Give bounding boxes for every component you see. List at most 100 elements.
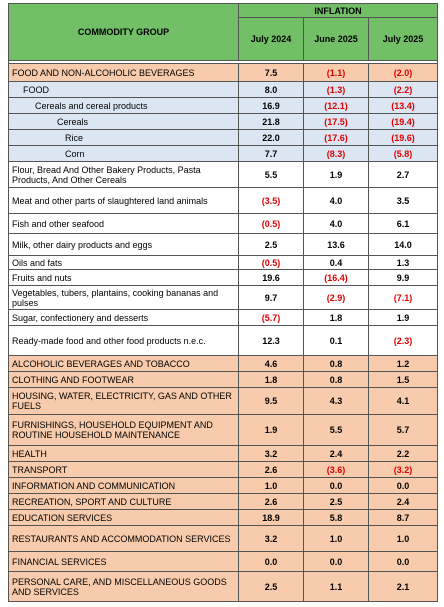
table-row: RESTAURANTS AND ACCOMMODATION SERVICES 3.… [8, 525, 438, 552]
inflation-value: (19.4) [368, 113, 438, 130]
table-row: Vegetables, tubers, plantains, cooking b… [8, 285, 438, 310]
inflation-table: COMMODITY GROUP INFLATION July 2024 June… [8, 3, 438, 602]
table-row: Cereals and cereal products 16.9 (12.1) (13… [8, 97, 438, 114]
inflation-value: 2.5 [238, 571, 304, 602]
inflation-value: 4.6 [238, 355, 304, 372]
header-col: June 2025 [303, 17, 369, 61]
inflation-value: (3.5) [238, 187, 304, 214]
header-col: July 2025 [368, 17, 438, 61]
commodity-label: PERSONAL CARE, AND MISCELLANEOUS GOODS A… [8, 571, 239, 602]
inflation-value: 1.0 [303, 525, 369, 552]
inflation-value: (17.5) [303, 113, 369, 130]
commodity-label: INFORMATION AND COMMUNICATION [8, 477, 239, 494]
inflation-value: 4.0 [303, 187, 369, 214]
inflation-value: (5.8) [368, 145, 438, 162]
inflation-value: 22.0 [238, 129, 304, 146]
inflation-value: 9.9 [368, 269, 438, 286]
inflation-value: 1.3 [368, 255, 438, 270]
inflation-value: (2.0) [368, 63, 438, 82]
commodity-label: TRANSPORT [8, 461, 239, 478]
inflation-value: 3.5 [368, 187, 438, 214]
table-row: EDUCATION SERVICES 18.9 5.8 8.7 [8, 509, 438, 526]
table-row: Milk, other dairy products and eggs 2.5 13… [8, 233, 438, 256]
inflation-value: 0.8 [303, 371, 369, 388]
table-row: Flour, Bread And Other Bakery Products, … [8, 161, 438, 188]
commodity-label: Ready-made food and other food products … [8, 325, 239, 356]
table-row: Fish and other seafood (0.5) 4.0 6.1 [8, 213, 438, 234]
inflation-value: (5.7) [238, 309, 304, 326]
commodity-label: FOOD AND NON-ALCOHOLIC BEVERAGES [8, 63, 239, 82]
commodity-label: Vegetables, tubers, plantains, cooking b… [8, 285, 239, 310]
inflation-value: 9.5 [238, 387, 304, 415]
inflation-value: 0.0 [368, 477, 438, 494]
inflation-value: 1.2 [368, 355, 438, 372]
table-row: HEALTH 3.2 2.4 2.2 [8, 445, 438, 462]
inflation-value: 2.5 [238, 233, 304, 256]
commodity-label: Fish and other seafood [8, 213, 239, 234]
inflation-value: (3.6) [303, 461, 369, 478]
inflation-value: 1.8 [238, 371, 304, 388]
inflation-value: (16.4) [303, 269, 369, 286]
commodity-label: RECREATION, SPORT AND CULTURE [8, 493, 239, 510]
inflation-value: 12.3 [238, 325, 304, 356]
table-row: PERSONAL CARE, AND MISCELLANEOUS GOODS A… [8, 571, 438, 602]
commodity-label: ALCOHOLIC BEVERAGES AND TOBACCO [8, 355, 239, 372]
inflation-value: (19.6) [368, 129, 438, 146]
inflation-value: 0.8 [303, 355, 369, 372]
header-commodity: COMMODITY GROUP [8, 3, 239, 61]
inflation-value: 0.0 [368, 551, 438, 572]
inflation-value: 1.0 [368, 525, 438, 552]
table-row: Rice 22.0 (17.6) (19.6) [8, 129, 438, 146]
commodity-label: Oils and fats [8, 255, 239, 270]
inflation-value: 8.0 [238, 81, 304, 98]
commodity-label: Sugar, confectionery and desserts [8, 309, 239, 326]
table-row: ALCOHOLIC BEVERAGES AND TOBACCO 4.6 0.8 1.2 [8, 355, 438, 372]
inflation-value: 21.8 [238, 113, 304, 130]
header-inflation: INFLATION [238, 3, 438, 18]
commodity-label: Corn [8, 145, 239, 162]
commodity-label: Cereals [8, 113, 239, 130]
inflation-value: 1.1 [303, 571, 369, 602]
table-row: CLOTHING AND FOOTWEAR 1.8 0.8 1.5 [8, 371, 438, 388]
inflation-value: (2.3) [368, 325, 438, 356]
inflation-value: 1.0 [238, 477, 304, 494]
inflation-value: 7.5 [238, 63, 304, 82]
table-body: FOOD AND NON-ALCOHOLIC BEVERAGES 7.5 (1.1)… [8, 60, 438, 602]
commodity-label: HOUSING, WATER, ELECTRICITY, GAS AND OTH… [8, 387, 239, 415]
inflation-value: 13.6 [303, 233, 369, 256]
inflation-value: 2.6 [238, 493, 304, 510]
inflation-value: (1.1) [303, 63, 369, 82]
inflation-value: 2.4 [368, 493, 438, 510]
inflation-value: 0.0 [303, 551, 369, 572]
commodity-label: HEALTH [8, 445, 239, 462]
inflation-value: 1.9 [303, 161, 369, 188]
inflation-value: 2.6 [238, 461, 304, 478]
inflation-value: 2.2 [368, 445, 438, 462]
inflation-value: 0.0 [238, 551, 304, 572]
table-row: FINANCIAL SERVICES 0.0 0.0 0.0 [8, 551, 438, 572]
table-row: Sugar, confectionery and desserts (5.7) 1.… [8, 309, 438, 326]
inflation-value: 1.9 [368, 309, 438, 326]
inflation-value: 5.5 [303, 414, 369, 446]
table-row: Oils and fats (0.5) 0.4 1.3 [8, 255, 438, 270]
commodity-label: Milk, other dairy products and eggs [8, 233, 239, 256]
inflation-value: 2.4 [303, 445, 369, 462]
inflation-value: 0.0 [303, 477, 369, 494]
inflation-value: 14.0 [368, 233, 438, 256]
inflation-value: 0.4 [303, 255, 369, 270]
inflation-value: (17.6) [303, 129, 369, 146]
commodity-label: Rice [8, 129, 239, 146]
commodity-label: Flour, Bread And Other Bakery Products, … [8, 161, 239, 188]
inflation-value: (7.1) [368, 285, 438, 310]
table-row: Fruits and nuts 19.6 (16.4) 9.9 [8, 269, 438, 286]
inflation-value: 5.8 [303, 509, 369, 526]
commodity-label: CLOTHING AND FOOTWEAR [8, 371, 239, 388]
commodity-label: EDUCATION SERVICES [8, 509, 239, 526]
table-row: RECREATION, SPORT AND CULTURE 2.6 2.5 2.4 [8, 493, 438, 510]
inflation-value: (2.9) [303, 285, 369, 310]
table-row: Corn 7.7 (8.3) (5.8) [8, 145, 438, 162]
inflation-value: (0.5) [238, 213, 304, 234]
inflation-value: 3.2 [238, 525, 304, 552]
inflation-value: 5.7 [368, 414, 438, 446]
commodity-label: Meat and other parts of slaughtered land… [8, 187, 239, 214]
